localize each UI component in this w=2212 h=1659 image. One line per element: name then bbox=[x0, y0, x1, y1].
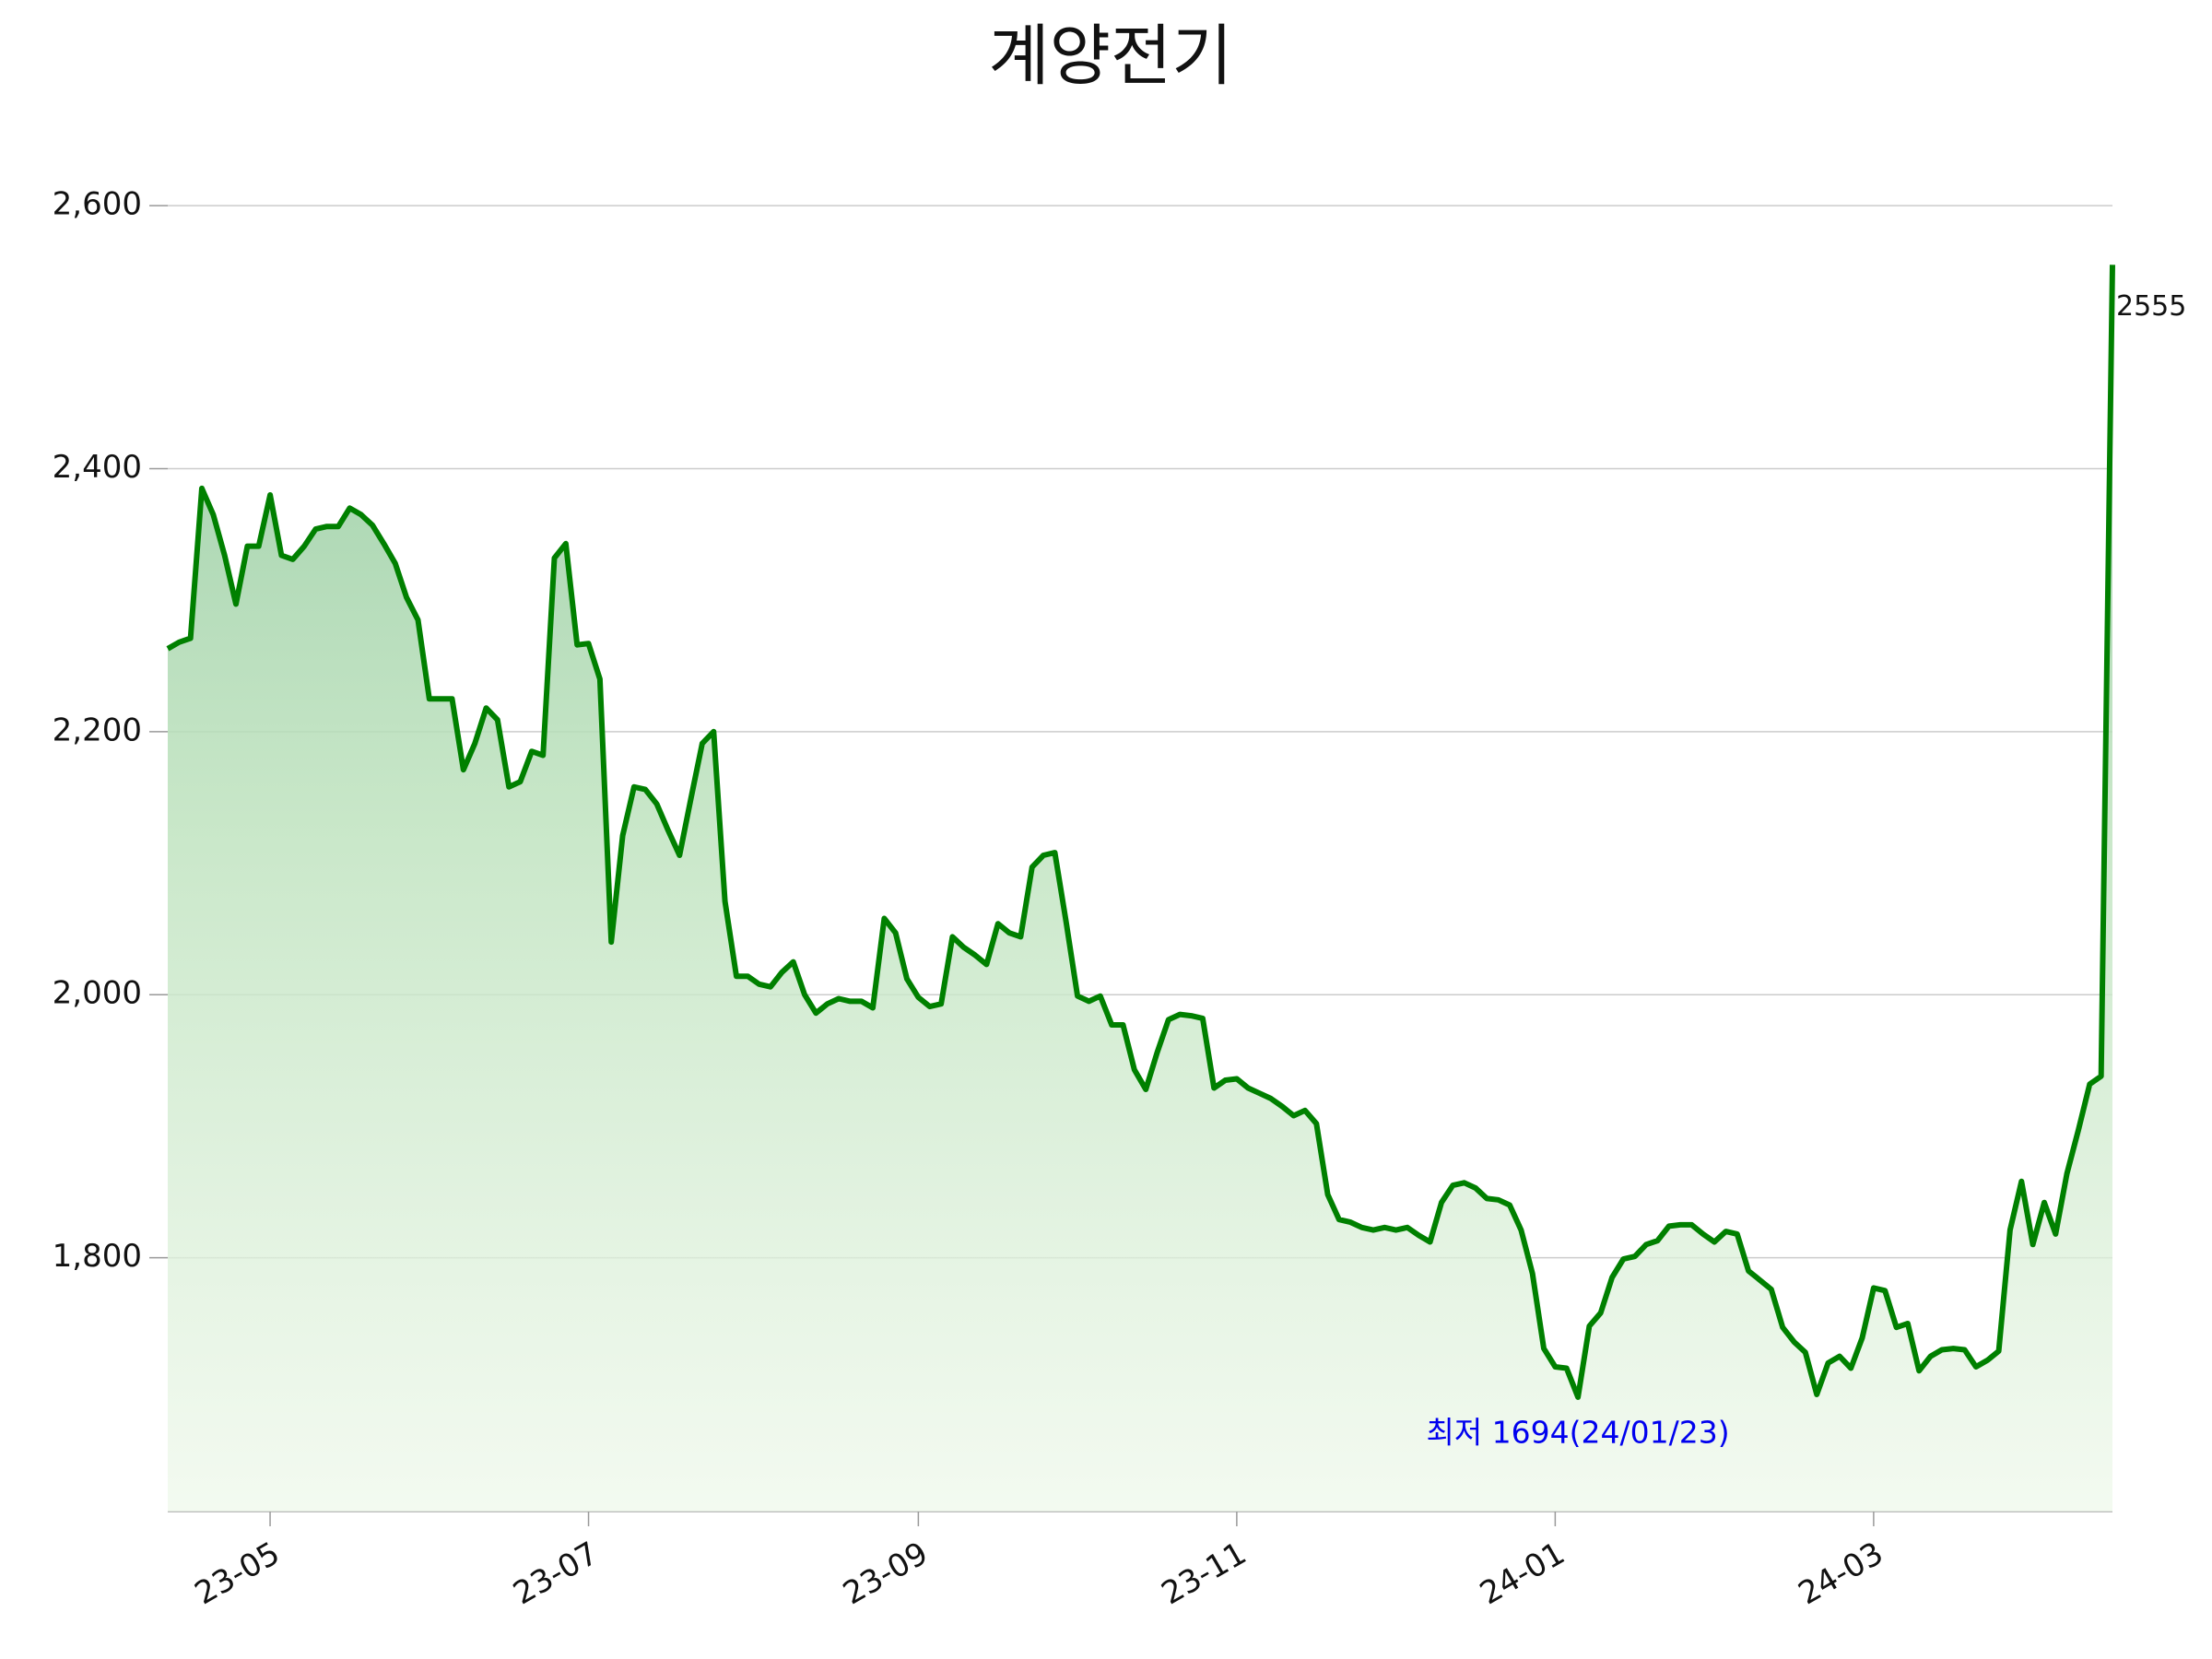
y-tick-label: 1,800 bbox=[53, 1238, 142, 1275]
chart-title: 계양전기 bbox=[989, 18, 1233, 95]
min-annotation: 최저 1694(24/01/23) bbox=[1426, 1414, 1729, 1450]
y-tick-label: 2,400 bbox=[53, 449, 142, 486]
price-line bbox=[166, 265, 2115, 1400]
x-tick-label: 23-11 bbox=[1156, 1535, 1253, 1612]
area-fill bbox=[168, 265, 2112, 1512]
x-tick-label: 24-01 bbox=[1474, 1535, 1571, 1612]
y-tick-label: 2,200 bbox=[53, 712, 142, 748]
y-tick-label: 2,000 bbox=[53, 975, 142, 1012]
x-tick-label: 24-03 bbox=[1793, 1535, 1890, 1612]
y-tick-label: 2,600 bbox=[53, 186, 142, 223]
x-tick-label: 23-05 bbox=[189, 1535, 287, 1612]
x-tick-label: 23-07 bbox=[507, 1535, 605, 1612]
last-value-label: 2555 bbox=[2116, 290, 2186, 323]
x-tick-label: 23-09 bbox=[837, 1535, 935, 1612]
